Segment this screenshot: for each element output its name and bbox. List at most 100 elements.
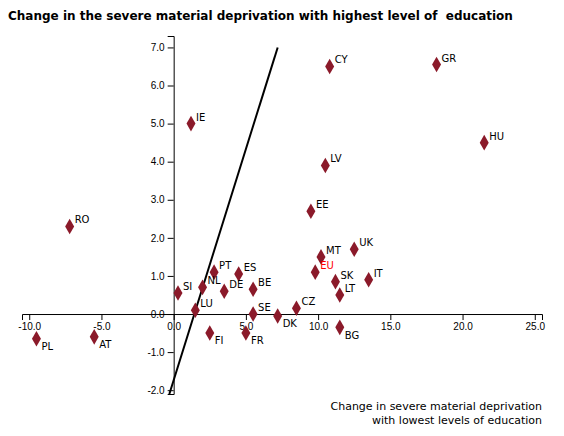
point-label: DE	[229, 279, 243, 290]
y-tick-label: 5.0	[151, 118, 165, 129]
x-tick-label: 20.0	[453, 321, 473, 332]
point-label: IT	[374, 268, 384, 279]
point	[90, 329, 99, 345]
y-tick-label: 2.0	[151, 233, 165, 244]
point	[249, 281, 258, 297]
y-tick-label: 4.0	[151, 156, 165, 167]
x-tick-label: -5.0	[93, 321, 111, 332]
x-tick-label: 10.0	[309, 321, 329, 332]
y-tick: 4.0	[151, 156, 174, 167]
point	[325, 59, 334, 75]
y-tick-label: 1.0	[151, 271, 165, 282]
reference-line	[169, 47, 277, 394]
point-label: SI	[183, 281, 192, 292]
point	[220, 283, 229, 299]
y-tick-mark	[168, 162, 174, 163]
x-axis-title: with lowest levels of education	[372, 414, 542, 427]
point	[32, 331, 41, 347]
marks	[32, 47, 489, 394]
y-tick: 2.0	[151, 233, 174, 244]
point-label: FI	[215, 335, 224, 346]
point	[432, 57, 441, 73]
point	[198, 280, 207, 296]
y-tick-mark	[168, 276, 174, 277]
point	[306, 203, 315, 219]
y-tick-mark	[168, 200, 174, 201]
x-tick-mark	[463, 314, 464, 320]
point-label: SE	[258, 302, 271, 313]
x-tick-mark	[29, 314, 30, 320]
point-label: UK	[359, 237, 373, 248]
point-label: FR	[251, 335, 264, 346]
point	[350, 241, 359, 257]
point	[292, 301, 301, 317]
point-label: EU	[320, 260, 334, 271]
point-label: RO	[75, 214, 90, 225]
point	[321, 158, 330, 174]
y-tick: 1.0	[151, 271, 174, 282]
x-tick-label: 15.0	[381, 321, 401, 332]
x-tick-mark	[390, 314, 391, 320]
x-tick: 15.0	[381, 314, 401, 332]
y-axis: -2.0 -1.0 0.0 1.0 2.0 3.0 4.0 5.0 6.0 7.0	[147, 37, 174, 396]
point-label: LV	[330, 153, 341, 164]
y-tick-label: -2.0	[147, 385, 165, 396]
y-tick-label: 6.0	[151, 80, 165, 91]
x-tick: 10.0	[309, 314, 329, 332]
y-tick-mark	[168, 124, 174, 125]
point	[311, 264, 320, 280]
y-tick: 6.0	[151, 80, 174, 91]
x-tick: 20.0	[453, 314, 473, 332]
y-tick: -1.0	[147, 347, 173, 358]
point-label: DK	[283, 318, 298, 329]
point-label: PL	[41, 341, 53, 352]
y-tick-mark	[168, 86, 174, 87]
point	[249, 306, 258, 322]
point-label: IE	[196, 112, 205, 123]
x-tick-mark	[535, 314, 536, 320]
point	[241, 325, 250, 341]
point	[174, 285, 183, 301]
y-tick-label: -1.0	[147, 347, 165, 358]
y-tick-mark	[168, 238, 174, 239]
point	[480, 135, 489, 151]
point	[205, 325, 214, 341]
y-tick: 7.0	[151, 42, 174, 53]
point-label: CY	[335, 54, 349, 65]
point	[187, 116, 196, 132]
point-label: NL	[208, 275, 221, 286]
point-label: ES	[244, 262, 257, 273]
plot: -10.0 -5.0 0.0 5.0 10.0 15.0 20.0 25.0 -2.0 -1.0 0…	[18, 37, 545, 396]
x-tick-mark	[318, 314, 319, 320]
point-label: EE	[316, 199, 329, 210]
chart: -10.0 -5.0 0.0 5.0 10.0 15.0 20.0 25.0 -2.0 -1.0 0…	[0, 0, 564, 436]
point	[273, 308, 282, 324]
point	[364, 272, 373, 288]
point-label: LT	[345, 283, 356, 294]
x-tick: 25.0	[526, 314, 546, 332]
point-label: BE	[258, 277, 271, 288]
point-label: GR	[442, 53, 457, 64]
x-tick: -10.0	[18, 314, 41, 332]
x-tick-mark	[101, 314, 102, 320]
point-label: SK	[340, 270, 353, 281]
y-axis-line	[168, 37, 175, 395]
point-label: AT	[99, 339, 112, 350]
y-tick: 5.0	[151, 118, 174, 129]
y-tick: 0.0	[151, 309, 174, 320]
x-axis: -10.0-5.00.05.010.015.020.025.0	[18, 314, 545, 332]
point-label: HU	[489, 131, 504, 142]
point-label: LU	[200, 298, 212, 309]
y-tick-label: 3.0	[151, 194, 165, 205]
point-labels: PL AT RO IE CY GR HU LV EE UK MT EU PT ES IT SK NL DE BE SI…	[41, 53, 504, 352]
y-tick-mark	[168, 314, 174, 315]
point-label: PT	[219, 260, 232, 271]
title: Change in the severe material deprivatio…	[8, 9, 513, 23]
x-axis-title: Change in severe material deprivation	[331, 400, 543, 413]
x-tick-label: -10.0	[18, 321, 41, 332]
point-label: MT	[326, 245, 342, 256]
point	[65, 219, 74, 235]
x-tick-label: 25.0	[526, 321, 546, 332]
point	[191, 302, 200, 318]
point-label: BG	[345, 330, 359, 341]
